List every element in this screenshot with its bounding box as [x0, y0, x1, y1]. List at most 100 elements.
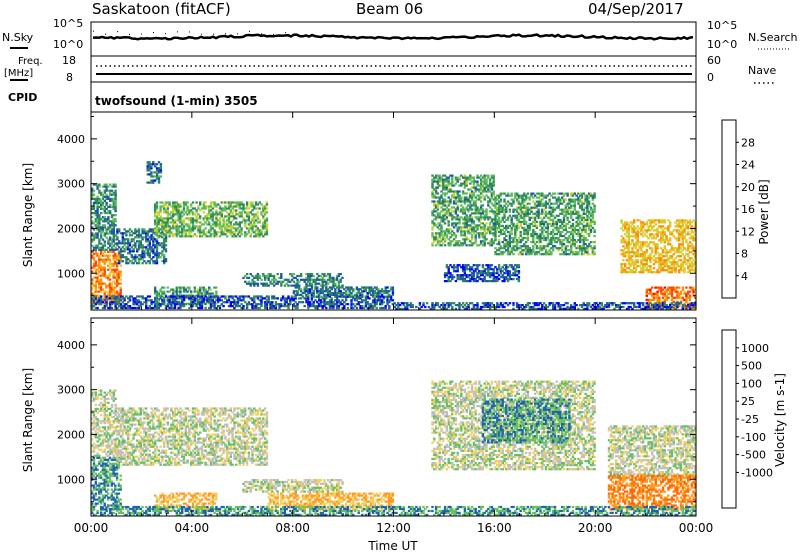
power-cell — [107, 250, 110, 253]
power-cell — [175, 219, 178, 222]
power-cell — [114, 260, 117, 263]
power-cell — [348, 290, 351, 293]
power-cell — [461, 270, 465, 273]
power-cell — [460, 216, 463, 219]
power-cell — [161, 252, 164, 255]
power-cell — [199, 231, 202, 234]
power-cell — [479, 196, 483, 199]
power-cell — [154, 229, 157, 232]
power-cell — [181, 215, 184, 218]
power-cell — [236, 203, 240, 206]
power-cell — [564, 251, 567, 254]
power-cell — [483, 176, 486, 179]
power-cell — [586, 232, 589, 236]
power-cell — [467, 218, 470, 221]
power-cell — [463, 178, 467, 181]
power-cell — [481, 208, 485, 211]
power-cell — [150, 306, 153, 310]
power-cell — [483, 240, 486, 243]
power-cell — [479, 184, 483, 187]
power-cell — [490, 182, 494, 185]
power-cell — [263, 301, 267, 304]
power-cell — [445, 274, 449, 277]
power-cell — [115, 258, 119, 261]
power-cell — [172, 221, 175, 224]
power-cell — [514, 264, 517, 267]
power-cell — [449, 228, 452, 231]
power-cell — [166, 300, 169, 303]
power-cell — [278, 306, 281, 310]
power-cell — [170, 221, 173, 224]
power-cell — [357, 297, 360, 300]
power-cell — [173, 213, 177, 216]
power-cell — [469, 206, 472, 209]
power-cell — [186, 235, 189, 238]
power-cell — [94, 297, 97, 300]
power-cell — [570, 230, 573, 234]
power-cell — [105, 197, 108, 200]
power-cell — [137, 232, 141, 235]
power-cell — [305, 286, 308, 289]
power-cell — [589, 194, 593, 197]
power-cell — [181, 305, 184, 308]
power-cell — [182, 213, 186, 216]
power-cell — [452, 190, 456, 193]
power-cell — [328, 273, 332, 276]
power-cell — [121, 250, 124, 253]
power-cell — [150, 301, 153, 304]
power-cell — [505, 210, 508, 213]
power-cell — [103, 266, 106, 269]
date-label: 04/Sep/2017 — [588, 0, 684, 18]
power-cell — [208, 301, 211, 304]
power-cell — [564, 198, 567, 201]
power-cell — [557, 198, 560, 201]
power-cell — [91, 238, 94, 241]
power-cell — [575, 220, 578, 223]
power-cell — [631, 269, 634, 272]
power-cell — [280, 299, 283, 302]
power-cell — [256, 303, 260, 306]
power-cell — [476, 276, 479, 279]
power-cell — [434, 192, 438, 195]
power-cell — [503, 243, 506, 246]
power-cell — [229, 223, 232, 226]
power-cell — [485, 216, 488, 219]
power-cell — [519, 202, 522, 205]
power-cell — [107, 246, 110, 249]
power-cell — [375, 303, 378, 306]
power-cell — [233, 301, 236, 304]
power-cell — [231, 225, 234, 228]
power-cell — [570, 200, 573, 203]
power-cell — [490, 272, 494, 275]
power-cell — [265, 203, 269, 206]
power-cell — [141, 258, 144, 261]
power-cell — [532, 206, 535, 209]
power-cell — [154, 211, 157, 214]
power-cell — [582, 241, 585, 244]
power-cell — [460, 274, 463, 277]
power-cell — [109, 199, 112, 202]
power-cell — [634, 261, 638, 264]
power-cell — [116, 303, 119, 306]
power-cell — [490, 210, 494, 213]
power-cell — [461, 176, 465, 179]
power-cell — [561, 220, 564, 223]
power-cell — [265, 201, 269, 204]
power-cell — [145, 252, 148, 255]
power-cell — [112, 191, 115, 194]
power-cell — [535, 204, 539, 207]
power-cell — [479, 240, 483, 243]
power-cell — [548, 232, 551, 236]
power-cell — [388, 299, 391, 302]
power-cell — [229, 305, 232, 308]
power-cell — [175, 223, 178, 226]
power-cell — [258, 295, 261, 298]
power-cell — [236, 233, 240, 236]
power-cell — [456, 200, 459, 203]
power-cell — [431, 212, 434, 215]
power-cell — [175, 297, 178, 300]
power-cell — [503, 216, 506, 219]
power-cell — [161, 219, 164, 222]
power-cell — [155, 167, 159, 170]
power-cell — [463, 174, 467, 177]
